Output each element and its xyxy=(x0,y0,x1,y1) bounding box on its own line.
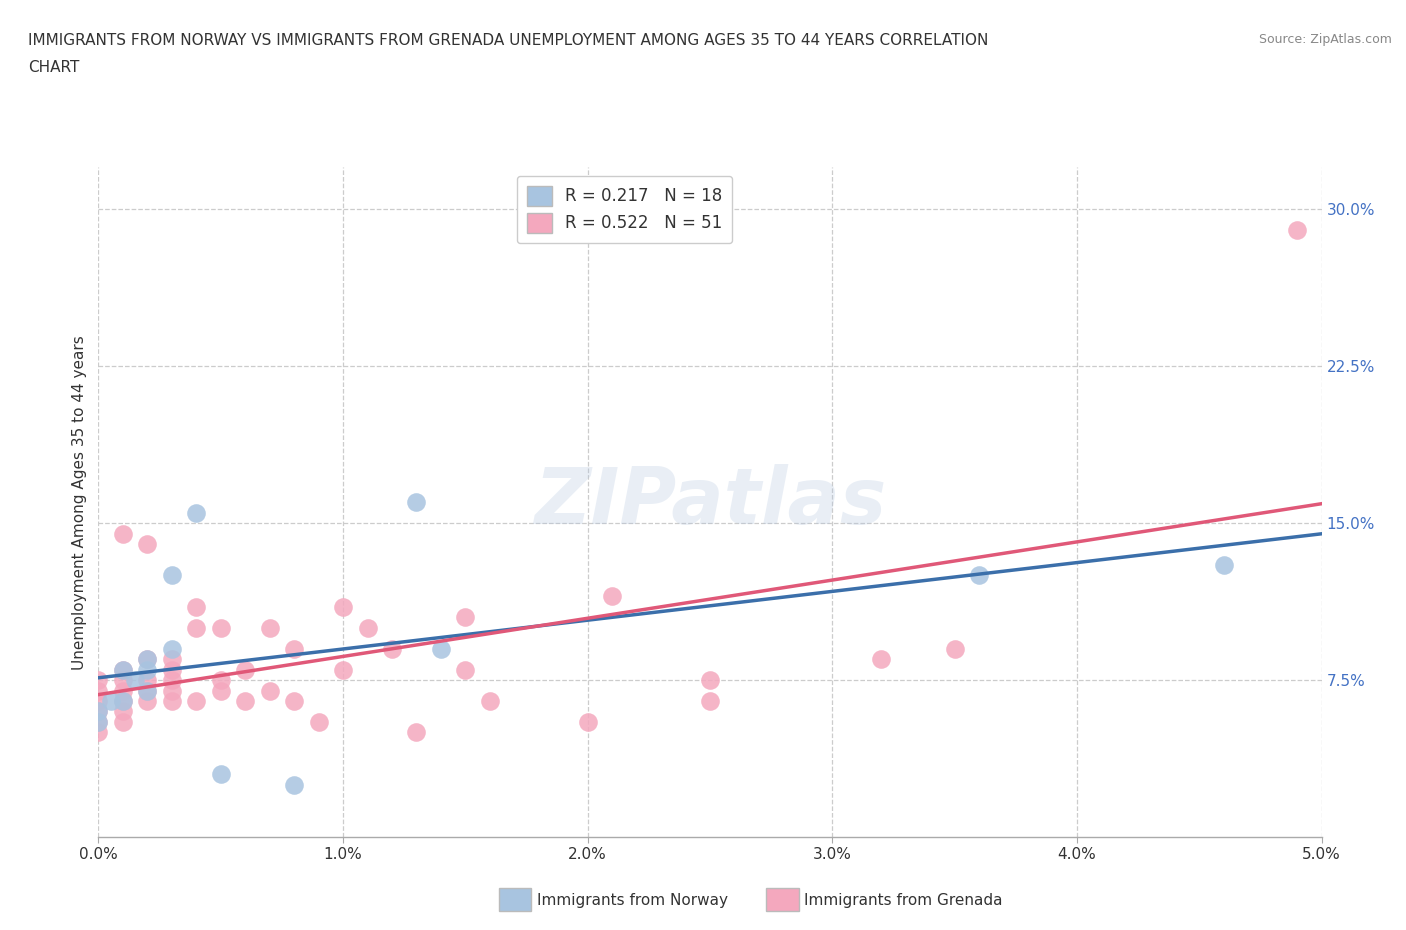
Text: Source: ZipAtlas.com: Source: ZipAtlas.com xyxy=(1258,33,1392,46)
Point xyxy=(186,620,208,635)
Point xyxy=(111,662,134,677)
Point xyxy=(87,672,110,687)
Point xyxy=(160,662,183,677)
Point xyxy=(381,642,404,657)
Point xyxy=(405,495,427,510)
Point xyxy=(136,652,159,667)
Point xyxy=(100,694,122,709)
Point xyxy=(283,777,305,792)
Point xyxy=(124,672,146,687)
Point xyxy=(259,620,281,635)
Point xyxy=(967,568,990,583)
Text: CHART: CHART xyxy=(28,60,80,75)
Point xyxy=(87,714,110,729)
Point xyxy=(87,694,110,709)
Point xyxy=(160,683,183,698)
Point xyxy=(259,683,281,698)
Point xyxy=(356,620,378,635)
Point xyxy=(160,642,183,657)
Point xyxy=(111,662,134,677)
Point xyxy=(111,704,134,719)
Point xyxy=(136,683,159,698)
Text: IMMIGRANTS FROM NORWAY VS IMMIGRANTS FROM GRENADA UNEMPLOYMENT AMONG AGES 35 TO : IMMIGRANTS FROM NORWAY VS IMMIGRANTS FRO… xyxy=(28,33,988,47)
Point xyxy=(478,694,501,709)
Point xyxy=(186,600,208,615)
Text: Immigrants from Grenada: Immigrants from Grenada xyxy=(804,893,1002,908)
Point xyxy=(87,704,110,719)
Point xyxy=(136,652,159,667)
Point xyxy=(209,620,232,635)
Point xyxy=(209,672,232,687)
Point xyxy=(332,662,354,677)
Point xyxy=(111,672,134,687)
Point xyxy=(111,526,134,541)
Point xyxy=(405,725,427,740)
Point xyxy=(160,568,183,583)
Y-axis label: Unemployment Among Ages 35 to 44 years: Unemployment Among Ages 35 to 44 years xyxy=(72,335,87,670)
Point xyxy=(283,642,305,657)
Point xyxy=(87,714,110,729)
Point xyxy=(136,672,159,687)
Point xyxy=(576,714,599,729)
Point xyxy=(136,537,159,551)
Point xyxy=(430,642,453,657)
Point xyxy=(111,683,134,698)
Point xyxy=(283,694,305,709)
Point xyxy=(136,662,159,677)
Point xyxy=(111,714,134,729)
Point xyxy=(87,704,110,719)
Point xyxy=(160,694,183,709)
Point xyxy=(186,694,208,709)
Point xyxy=(943,642,966,657)
Point xyxy=(699,672,721,687)
Point xyxy=(209,766,232,781)
Point xyxy=(308,714,330,729)
Point xyxy=(160,652,183,667)
Point xyxy=(87,683,110,698)
Point xyxy=(111,694,134,709)
Point xyxy=(136,683,159,698)
Point xyxy=(454,610,477,625)
Point xyxy=(87,725,110,740)
Point xyxy=(1212,558,1234,573)
Point xyxy=(454,662,477,677)
Point xyxy=(600,589,623,604)
Point xyxy=(233,694,256,709)
Text: ZIPatlas: ZIPatlas xyxy=(534,464,886,540)
Point xyxy=(111,694,134,709)
Point xyxy=(870,652,893,667)
Point xyxy=(160,672,183,687)
Point xyxy=(332,600,354,615)
Point xyxy=(699,694,721,709)
Point xyxy=(136,694,159,709)
Point xyxy=(233,662,256,677)
Point xyxy=(1286,223,1309,238)
Text: Immigrants from Norway: Immigrants from Norway xyxy=(537,893,728,908)
Legend: R = 0.217   N = 18, R = 0.522   N = 51: R = 0.217 N = 18, R = 0.522 N = 51 xyxy=(516,176,733,243)
Point xyxy=(209,683,232,698)
Point xyxy=(186,505,208,520)
